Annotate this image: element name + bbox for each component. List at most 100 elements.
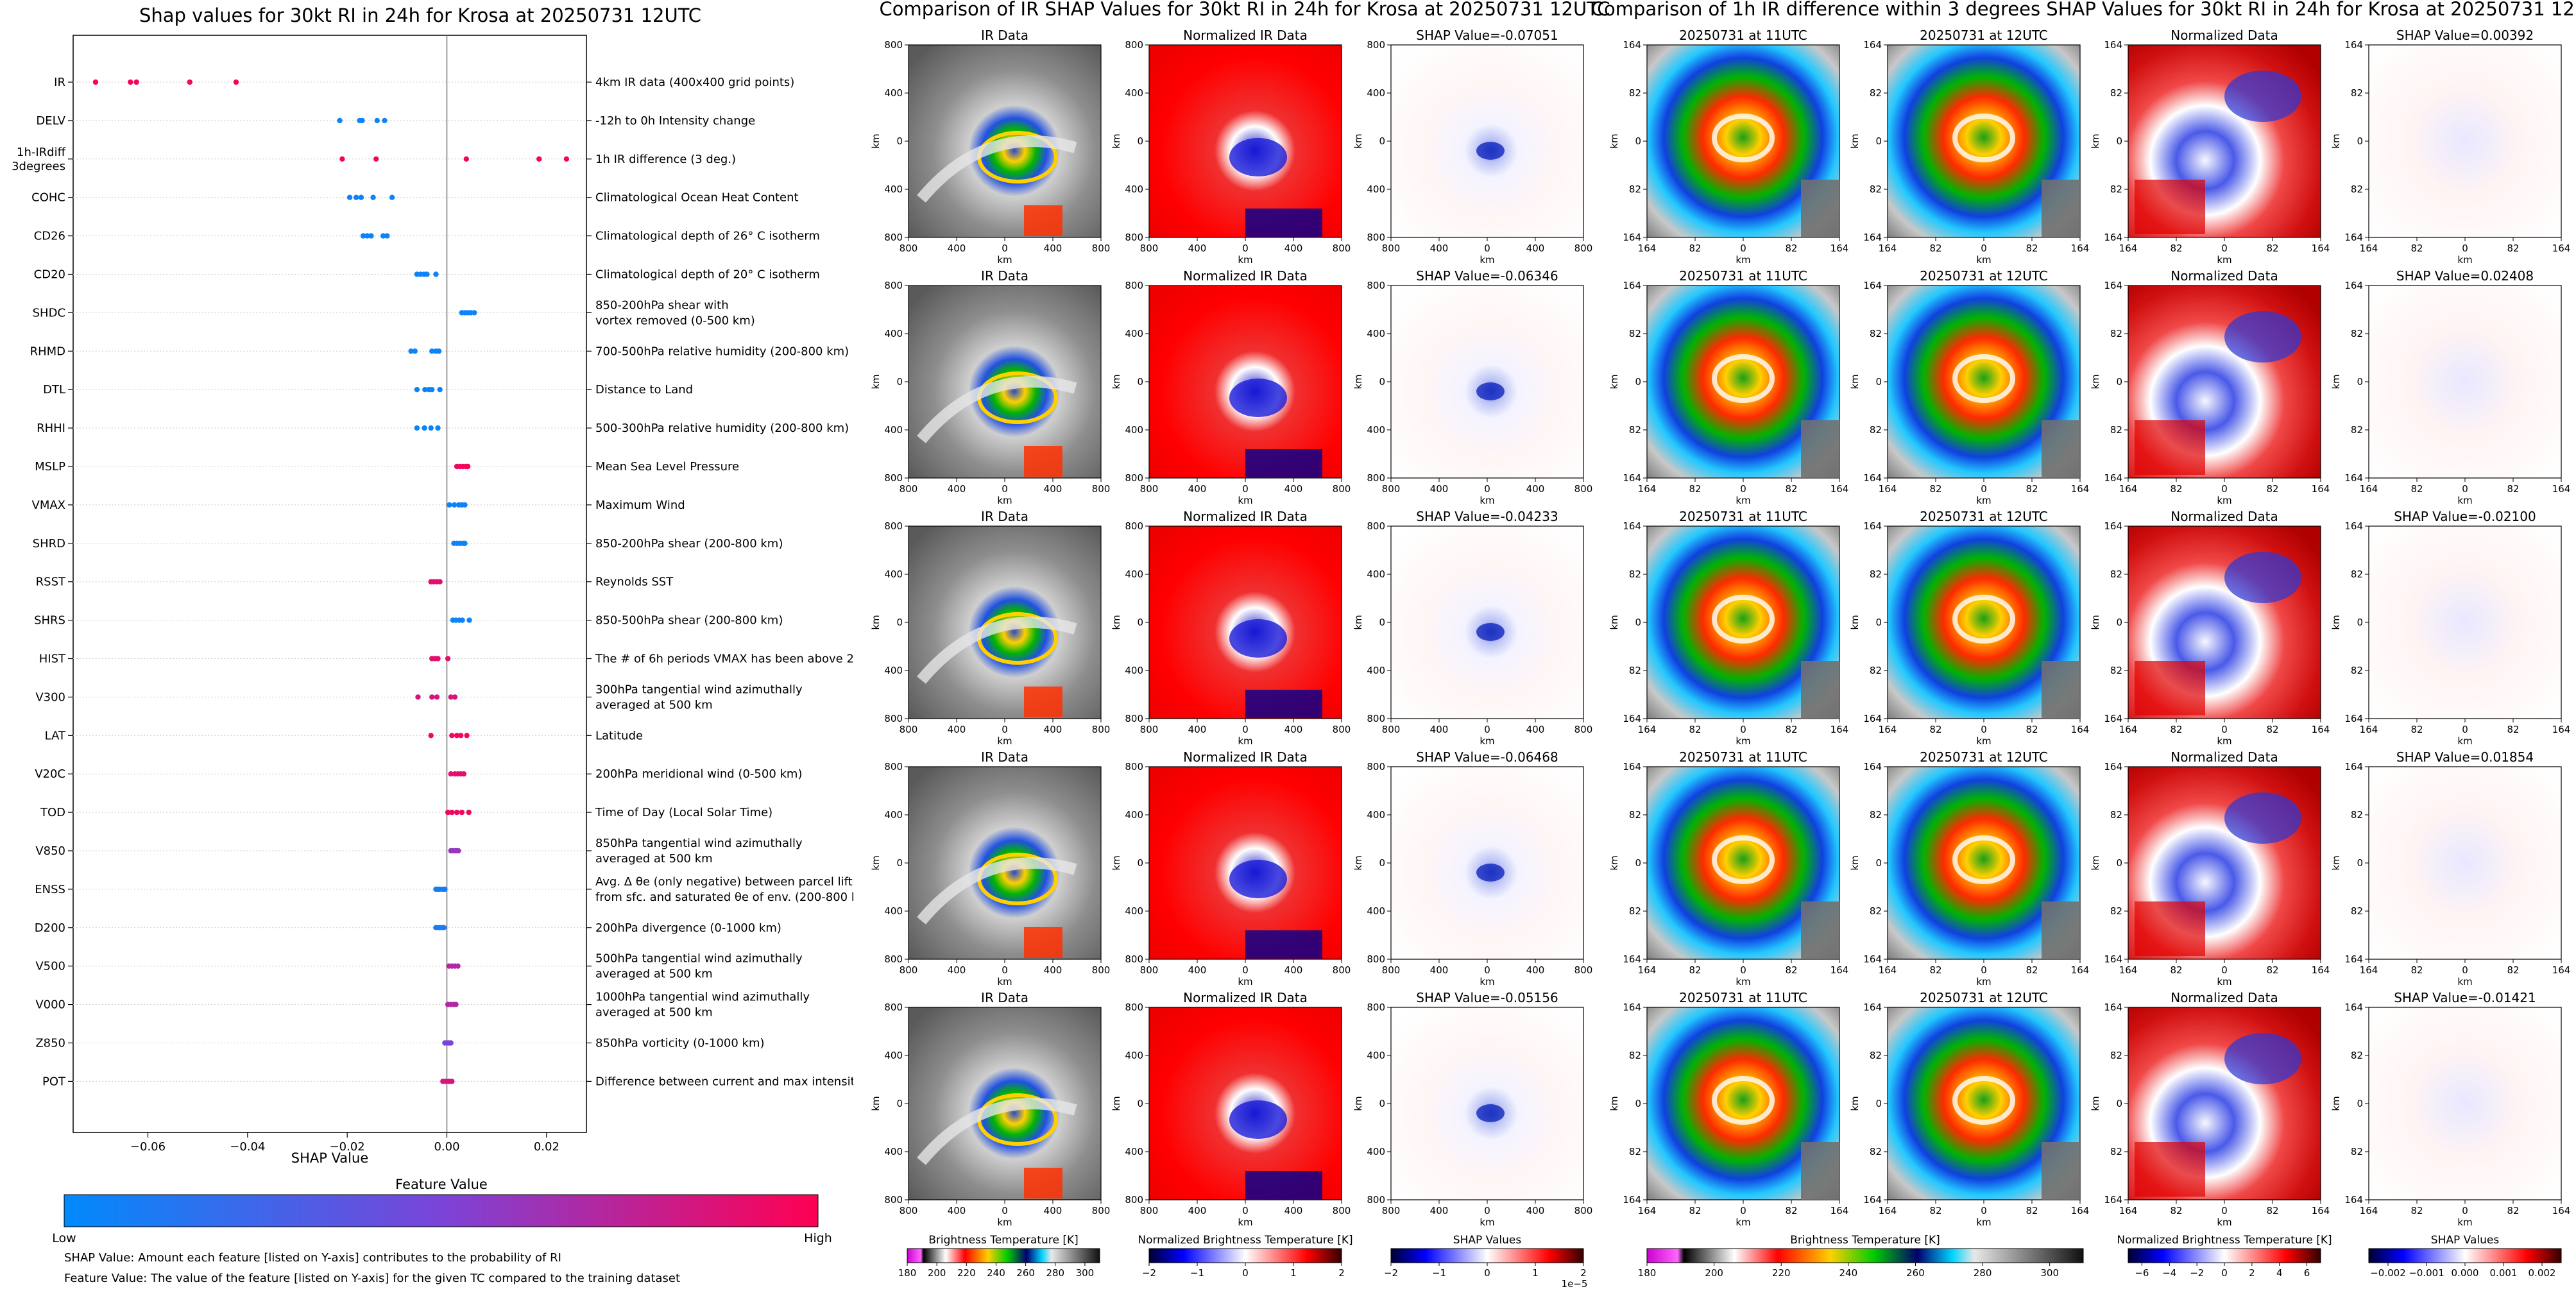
- shap-point: [456, 848, 461, 854]
- shap-point: [445, 656, 451, 662]
- y-tick-label: 164: [1623, 1194, 1641, 1206]
- negative-region: [2224, 552, 2301, 603]
- shap-point: [360, 233, 366, 239]
- y-axis-label: km: [1111, 1096, 1122, 1111]
- y-tick-label: 82: [1629, 809, 1641, 821]
- x-tick-label: 800: [1382, 243, 1401, 254]
- feature-description: 850-500hPa shear (200-800 km): [595, 614, 783, 627]
- y-tick-label: 164: [1623, 472, 1641, 484]
- panel-title: IR Data: [981, 28, 1028, 43]
- y-tick-label: 0: [1635, 135, 1641, 147]
- shap-value-note: SHAP Value: Amount each feature [listed …: [64, 1251, 561, 1265]
- colorbar: [907, 1248, 1100, 1263]
- x-tick-label: 164: [1879, 1205, 1897, 1216]
- y-axis-label: km: [1352, 133, 1364, 148]
- x-axis-ticks: −0.06 −0.04 −0.02 0.00 0.02: [130, 1132, 559, 1154]
- y-tick-label: 164: [1863, 953, 1882, 965]
- x-tick-label: 400: [1044, 724, 1062, 735]
- y-tick-label: 164: [1863, 472, 1882, 484]
- x-tick-label: 82: [2170, 724, 2182, 735]
- y-tick-label: 0: [2357, 617, 2363, 628]
- negative-region: [2224, 311, 2301, 363]
- colorbar-tick-label: 0: [2221, 1267, 2228, 1279]
- y-tick-label: 82: [1870, 809, 1882, 821]
- colorbar-tick-label: 240: [987, 1267, 1005, 1279]
- x-tick-label: 82: [2410, 483, 2423, 495]
- cloud-band: [917, 617, 1077, 684]
- y-tick-label: 82: [2110, 424, 2122, 436]
- shap-point: [382, 117, 388, 124]
- shap-point: [368, 233, 374, 239]
- x-tick-label: 800: [1092, 1205, 1111, 1216]
- feature-description: Maximum Wind: [595, 499, 685, 512]
- x-tick-label: 82: [2410, 1205, 2423, 1216]
- y-tick-label: 82: [1870, 1146, 1882, 1157]
- y-tick-label: 164: [1863, 232, 1882, 243]
- x-tick-label: 0: [1740, 1205, 1746, 1216]
- x-axis-label: km: [2217, 735, 2231, 747]
- x-tick-label: 164: [1638, 964, 1657, 976]
- feature-description: 4km IR data (400x400 grid points): [595, 76, 794, 89]
- x-axis-label: km: [997, 976, 1012, 987]
- panel-title: SHAP Value=-0.05156: [1416, 990, 1558, 1005]
- panel-irdata: [908, 1007, 1102, 1200]
- x-axis-label: km: [1976, 976, 1991, 987]
- panel-image: [2368, 1007, 2562, 1200]
- y-tick-label: 82: [2110, 905, 2122, 917]
- colorbar-tick-label: 200: [1705, 1267, 1723, 1279]
- y-tick-label: 164: [2104, 713, 2122, 724]
- shap-beeswarm-figure: Shap values for 30kt RI in 24h for Krosa…: [12, 4, 853, 1245]
- y-tick-label: 400: [884, 809, 903, 821]
- x-tick-label: 0: [2221, 1205, 2228, 1216]
- colorbar-tick-label: −6: [2135, 1267, 2149, 1279]
- colorbar-tick-label: 0.002: [2529, 1267, 2556, 1279]
- y-axis-label: km: [2330, 374, 2342, 389]
- x-tick-label: 82: [2507, 243, 2519, 254]
- x-axis-label: km: [997, 495, 1012, 506]
- eyewall: [1712, 354, 1775, 403]
- x-tick-label: 0: [1981, 1205, 1987, 1216]
- y-tick-label: 164: [1863, 39, 1882, 51]
- x-tick-label: 164: [1830, 724, 1849, 735]
- y-tick-label: 400: [1367, 424, 1385, 436]
- feature-label-vmax: VMAX: [32, 499, 66, 512]
- positive-region: [2135, 1142, 2205, 1197]
- y-tick-label: 0: [1875, 617, 1882, 628]
- y-tick-label: 82: [2110, 328, 2122, 339]
- y-tick-label: 164: [2344, 713, 2363, 724]
- x-tick-label: 800: [1333, 964, 1351, 976]
- feature-description: Latitude: [595, 729, 643, 742]
- x-tick-label: 0: [2462, 724, 2468, 735]
- y-tick-label: 82: [2351, 87, 2363, 99]
- shap-core: [1476, 623, 1505, 641]
- x-tick-label: 400: [1284, 243, 1303, 254]
- shap-point: [448, 694, 454, 700]
- feature-description: 850-200hPa shear with vortex removed (0-5…: [595, 298, 755, 327]
- x-axis-label: km: [1480, 735, 1494, 747]
- y-tick-label: 164: [1623, 761, 1641, 773]
- x-tick-label: 800: [900, 1205, 918, 1216]
- y-tick-label: 82: [1629, 328, 1641, 339]
- y-tick-label: 0: [1875, 1098, 1882, 1109]
- feature-description: Avg. Δ θe (only negative) between parcel…: [595, 875, 853, 904]
- y-tick-label: 0: [896, 617, 903, 628]
- y-tick-label: 0: [2357, 135, 2363, 147]
- shap-point: [346, 194, 353, 200]
- colorbar-tick-label: −2: [2190, 1267, 2204, 1279]
- y-axis-label: km: [1352, 374, 1364, 389]
- y-tick-label: 164: [2104, 232, 2122, 243]
- y-axis-label: km: [1849, 133, 1861, 148]
- x-tick-label: 164: [2071, 483, 2090, 495]
- x-tick-label: 800: [1574, 1205, 1593, 1216]
- y-tick-label: 400: [1367, 184, 1385, 195]
- colorbar: [1148, 1248, 1342, 1263]
- panel-diff: [1646, 766, 1840, 960]
- y-tick-label: 164: [2344, 761, 2363, 773]
- x-tick-label: 0: [2462, 964, 2468, 976]
- colorbar-tick-label: 2: [1338, 1267, 1345, 1279]
- x-tick-label: −0.02: [330, 1140, 365, 1154]
- feature-description: Difference between current and max inten…: [595, 1075, 853, 1088]
- y-axis-label: km: [1849, 1096, 1861, 1111]
- y-tick-label: 0: [1635, 857, 1641, 869]
- eyewall: [1952, 354, 2015, 403]
